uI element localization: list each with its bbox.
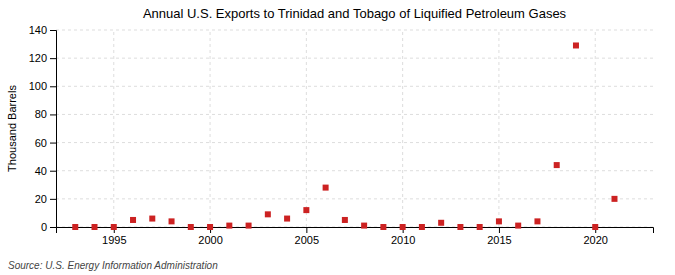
point [611, 196, 617, 202]
point [149, 216, 155, 222]
tick: 100 [29, 80, 56, 92]
point [169, 218, 175, 224]
tick-label: 140 [29, 24, 47, 36]
chart-svg: 1995 2000 2005 2010 2015 2020 0 20 40 60 80 100 120 1… [0, 0, 675, 275]
point [361, 223, 367, 229]
tick-label: 20 [35, 193, 47, 205]
point [534, 218, 540, 224]
tick-mark [50, 114, 56, 115]
source-annotation: Source: U.S. Energy Information Administ… [8, 260, 218, 271]
point [323, 185, 329, 191]
tick-mark [50, 143, 56, 144]
grid-line-x [498, 30, 499, 227]
tick-mark [50, 58, 56, 59]
point [496, 218, 502, 224]
tick: 80 [35, 108, 56, 120]
point [573, 42, 579, 48]
tick-mark [499, 227, 500, 233]
grid-line-y [56, 58, 653, 59]
tick-mark [50, 227, 56, 228]
tick: 0 [41, 221, 56, 233]
point [400, 224, 406, 230]
tick-mark [50, 86, 56, 87]
point [188, 224, 194, 230]
point [284, 216, 290, 222]
axis-line [57, 228, 654, 234]
point [438, 220, 444, 226]
point [380, 224, 386, 230]
point [111, 224, 117, 230]
point [130, 217, 136, 223]
tick: 2015 [487, 227, 511, 246]
grid-line-y [56, 198, 653, 199]
point [226, 223, 232, 229]
point [592, 224, 598, 230]
tick-label: 60 [35, 137, 47, 149]
point [477, 224, 483, 230]
tick-label: 0 [41, 221, 47, 233]
tick-label: 1995 [102, 234, 126, 246]
tick-label: 100 [29, 80, 47, 92]
tick-label: 120 [29, 52, 47, 64]
y-axis: 0 20 40 60 80 100 120 140 [29, 24, 57, 233]
grid-line-x [306, 30, 307, 227]
tick: 120 [29, 52, 56, 64]
chart-container: 1995 2000 2005 2010 2015 2020 0 20 40 60 80 100 120 1… [0, 0, 675, 275]
point [72, 224, 78, 230]
point [419, 224, 425, 230]
axis-line [50, 31, 57, 228]
grid-line-y [56, 114, 653, 115]
tick: 60 [35, 137, 56, 149]
point [342, 217, 348, 223]
point [515, 223, 521, 229]
point [265, 211, 271, 217]
y-axis-label: Thousand Barrels [6, 85, 18, 172]
point [207, 224, 213, 230]
tick: 40 [35, 165, 56, 177]
grid-line-x [595, 30, 596, 227]
grid-line-x [210, 30, 211, 227]
grid-line-y [56, 170, 653, 171]
grid-line-x [113, 30, 114, 227]
tick-label: 2020 [583, 234, 607, 246]
tick-label: 80 [35, 108, 47, 120]
tick-mark [306, 227, 307, 233]
grid-line-y [56, 142, 653, 143]
tick: 20 [35, 193, 56, 205]
grid-line-y [56, 86, 653, 87]
grid [56, 30, 653, 227]
x-axis: 1995 2000 2005 2010 2015 2020 [57, 227, 654, 246]
tick-mark [50, 171, 56, 172]
point [303, 207, 309, 213]
point [92, 224, 98, 230]
tick: 2005 [295, 227, 319, 246]
plot-area [72, 42, 617, 230]
tick-label: 2000 [198, 234, 222, 246]
point [554, 162, 560, 168]
grid-line-x [402, 30, 403, 227]
title: Annual U.S. Exports to Trinidad and Toba… [143, 6, 567, 21]
tick-label: 40 [35, 165, 47, 177]
tick-label: 2015 [487, 234, 511, 246]
tick-label: 2010 [391, 234, 415, 246]
point [457, 224, 463, 230]
tick-mark [50, 199, 56, 200]
tick-label: 2005 [295, 234, 319, 246]
point [246, 223, 252, 229]
tick: 140 [29, 24, 56, 36]
tick-mark [50, 30, 56, 31]
grid-line-y [56, 30, 653, 31]
